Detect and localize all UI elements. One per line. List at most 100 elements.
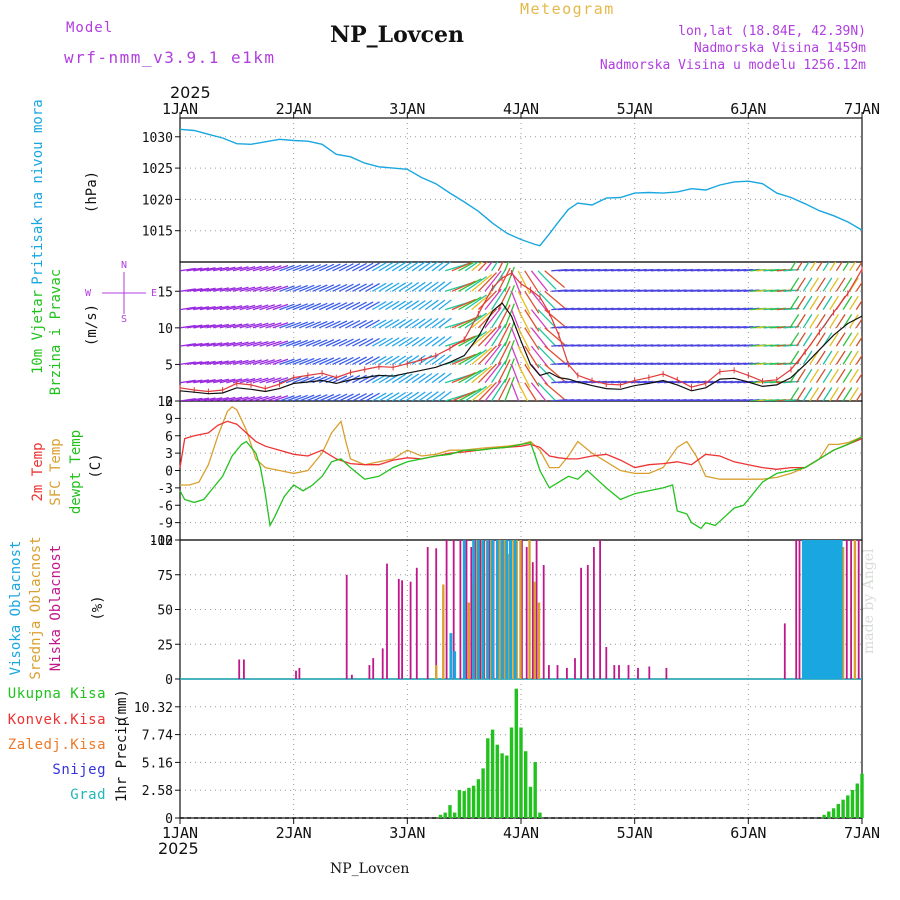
wind-barb [849,387,859,401]
wind-barb [815,368,826,384]
cloud-low-bar [452,540,455,679]
cloud-high-bar [824,540,828,679]
wind-barb [802,277,813,292]
wind-barb [299,339,315,347]
cloud-low-bar [795,540,798,679]
wind-barb [265,377,282,384]
wind-barb [292,321,308,329]
wind-barb [517,345,531,370]
cloud-low-bar [465,540,468,679]
wind-barb [405,336,420,347]
wind-barb [219,323,236,329]
wind-barb [246,395,262,401]
wind-barb [206,360,223,366]
precip-bar [448,805,452,818]
cloud-high-bar [811,540,815,679]
cloud-high-bar [815,540,818,679]
wind-barb [464,367,487,384]
wind-barb [809,387,820,401]
wind-barb [451,390,477,401]
wind-barb [424,372,439,384]
wind-barb [272,303,289,311]
wind-barb [497,340,511,365]
wind-barb [530,382,547,401]
wind-barb [325,263,341,272]
wind-barb [246,286,262,292]
x-bottom-label: 6JAN [730,824,766,842]
cloud-low-bar [445,540,448,679]
wind-barb [796,332,806,347]
wind-barb [477,327,497,347]
wind-barb [802,350,813,365]
temperature-ytick-label: 0 [165,465,173,480]
wind-barb [849,314,859,329]
cloud-low-bar [243,659,245,679]
wind-barb [265,303,282,311]
wind-barb [232,304,249,311]
wind-barb [424,317,439,329]
wind-barb [180,379,196,384]
cloud-high-bar [836,540,839,679]
x-top-label: 4JAN [503,100,539,118]
wind-barb [815,350,826,365]
wind-barb [517,327,531,352]
cloud-low-bar [426,547,429,679]
cloud-mid-bar [435,665,438,679]
wind-barb [789,262,797,272]
wind-barb [431,372,446,384]
wind-barb [391,318,407,329]
cloud-low-bar [580,567,582,679]
wind-barb [815,387,826,401]
wind-barb [471,383,493,401]
wind-barb [451,298,477,311]
wind-barb [835,387,846,401]
wind-barb [431,354,446,365]
wind-barb [378,262,394,272]
wind-barb [491,378,507,401]
wind-barb [458,314,482,329]
cloud-low-bar [586,565,589,679]
wind-barb [477,381,497,401]
wind-barb [411,391,426,401]
wind-barb [180,267,196,272]
wind-barb [325,320,341,329]
wind-barb [180,324,196,329]
wind-barb [418,281,433,292]
cloud-high-bar [830,540,834,679]
wind-barb [822,295,833,310]
wind-barb [424,281,439,292]
wind-barb [855,390,862,401]
wind-barb [484,288,502,311]
wind-barb [193,397,210,401]
wind-barb [265,395,282,401]
wind-barb [471,365,493,384]
wind-barb [180,306,196,311]
wind-barb [464,330,487,347]
wind-barb [842,387,853,401]
wind-barb [815,295,826,310]
wind-barb [285,264,302,272]
wind-barb [418,354,433,365]
cloud-high-bar [462,540,466,679]
wind-barb [252,286,269,292]
wind-barb [524,309,540,332]
wind-barb [186,397,203,401]
cloud-high-bar [472,540,475,679]
wind-ytick-label: 0 [165,395,173,410]
cloud-high-bar [495,540,499,679]
wind-barb [332,302,348,311]
wind-barb [464,385,487,401]
wind-barb [517,309,531,333]
temperature-ytick-label: 3 [165,447,173,462]
lonlat-text: lon,lat (18.84E, 42.39N) [678,24,866,39]
wind-barb [259,377,275,384]
wind-barb [199,397,216,401]
wind-barb [510,382,520,401]
wind-barb [477,308,497,329]
wind-barb [213,360,229,366]
wind-barb [371,301,387,311]
wind-barb [371,337,387,347]
wind-barb [829,332,839,347]
temperature-ytick-label: -3 [157,482,173,497]
precip-side-label: 1hr Precip [114,718,130,802]
